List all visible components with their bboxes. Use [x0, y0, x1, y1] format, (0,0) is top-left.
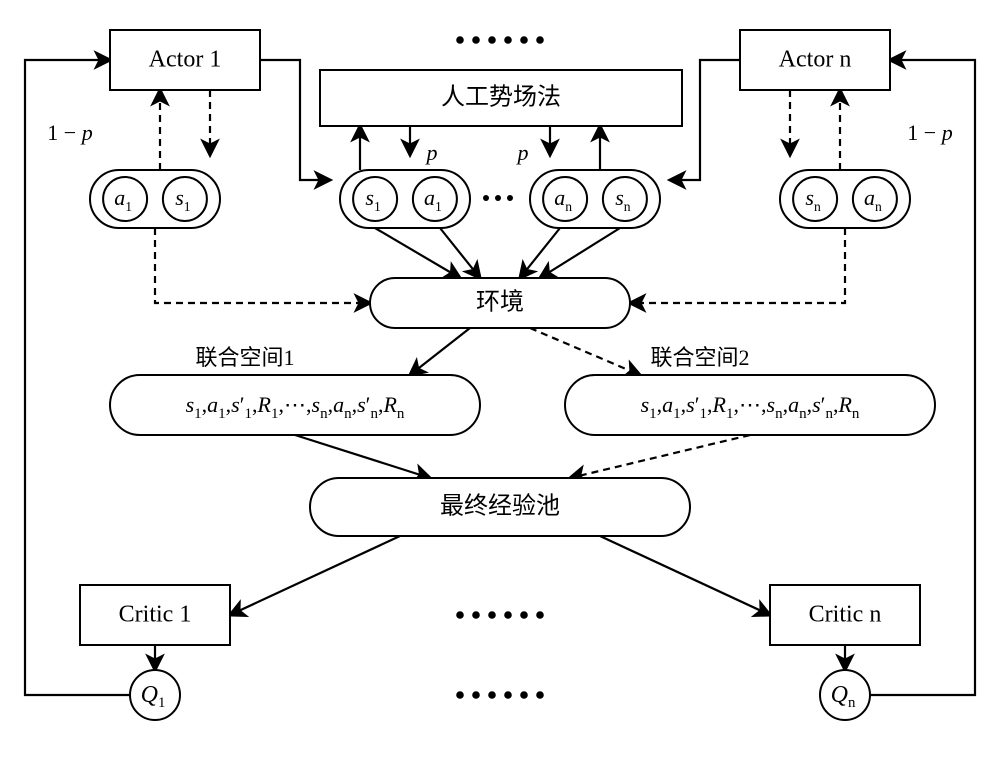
box-label: Critic n	[809, 602, 882, 628]
box-actor1: Actor 1	[110, 30, 260, 90]
free-label-one_minus_p_R: 1 − p	[907, 120, 952, 145]
ellipsis	[456, 691, 544, 699]
box-env: 环境	[370, 278, 630, 328]
edge	[630, 228, 845, 303]
box-pool: 最终经验池	[310, 478, 690, 536]
box-label: Actor n	[779, 47, 852, 73]
free-label-p_R: p	[516, 140, 529, 165]
edge	[600, 536, 770, 615]
qnode-qn: Qn	[820, 670, 870, 720]
box-actorN: Actor n	[740, 30, 890, 90]
pill-p_apfN: ansn	[530, 170, 660, 228]
ellipsis	[456, 36, 544, 44]
box-joint2: s1,a1,s′1,R1,⋯,sn,an,s′n,Rn	[565, 375, 935, 435]
edge	[540, 228, 620, 278]
box-joint1: s1,a1,s′1,R1,⋯,sn,an,s′n,Rn	[110, 375, 480, 435]
ellipsis	[483, 195, 513, 201]
edge	[295, 435, 430, 478]
box-label: Actor 1	[149, 47, 222, 73]
pill-p_actorN: snan	[780, 170, 910, 228]
ellipsis	[456, 611, 544, 619]
free-label-p_L: p	[425, 140, 438, 165]
free-label-joint1_title: 联合空间1	[195, 345, 294, 370]
boxes-layer: Actor 1 Actor n 人工势场法环境 s1,a1,s′1,R1,⋯,sn,a…	[47, 30, 952, 720]
edge	[410, 328, 470, 375]
box-critic1: Critic 1	[80, 585, 230, 645]
box-apf: 人工势场法	[320, 70, 682, 126]
diagram-canvas: Actor 1 Actor n 人工势场法环境 s1,a1,s′1,R1,⋯,sn,a…	[0, 0, 1000, 774]
pill-p_apf1: s1a1	[340, 170, 470, 228]
box-label: 人工势场法	[441, 84, 561, 111]
box-label: 最终经验池	[440, 493, 560, 520]
edge	[230, 536, 400, 615]
box-criticN: Critic n	[770, 585, 920, 645]
box-label: 环境	[476, 289, 524, 316]
edge	[155, 228, 370, 303]
free-label-one_minus_p_L: 1 − p	[47, 120, 92, 145]
qnode-q1: Q1	[130, 670, 180, 720]
edge	[530, 328, 640, 375]
pill-p_actor1: a1s1	[90, 170, 220, 228]
box-label: Critic 1	[119, 602, 192, 628]
free-label-joint2_title: 联合空间2	[650, 345, 749, 370]
edge	[570, 435, 750, 478]
